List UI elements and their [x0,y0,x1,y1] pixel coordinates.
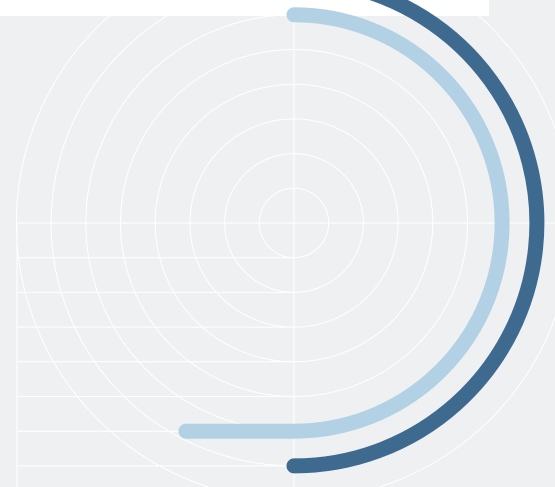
grid-ring-8 [15,0,555,487]
top-panel [0,0,489,16]
chart-grid [15,0,555,487]
series-arc-1 [178,7,510,439]
series-arc-2 [286,0,545,474]
chart-series [178,0,545,474]
